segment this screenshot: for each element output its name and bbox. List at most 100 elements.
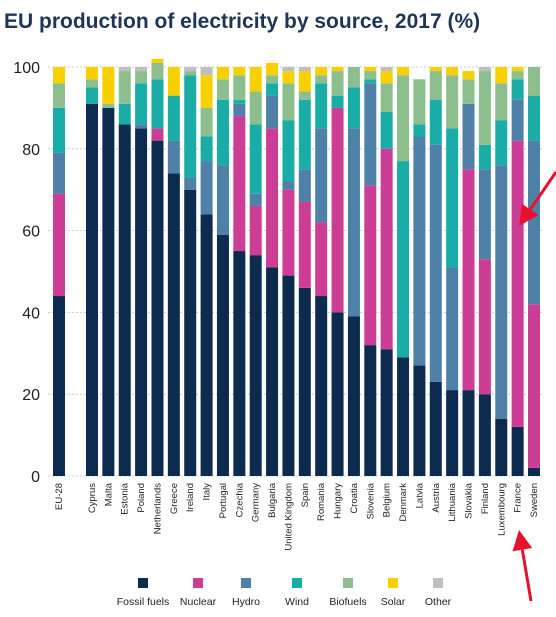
bar-segment-biofuels (347, 67, 360, 88)
bar-segment-solar (233, 67, 246, 76)
bar-segment-fossil-fuels (413, 365, 426, 476)
bar-segment-fossil-fuels (86, 103, 98, 476)
bar-segment-fossil-fuels (364, 345, 377, 476)
x-tick-label: Cyprus (87, 483, 98, 513)
bar-segment-hydro (266, 95, 279, 129)
bar-segment-biofuels (102, 103, 115, 108)
bar-segment-other (478, 67, 491, 72)
bar-segment-biofuels (184, 71, 197, 76)
bar-segment-solar (266, 62, 279, 76)
bar-segment-nuclear (282, 189, 295, 276)
bar-segment-biofuels (151, 62, 164, 80)
bar-segment-biofuels (216, 79, 229, 100)
x-tick-label: Sweden (529, 483, 540, 517)
bar-segment-wind (511, 79, 524, 100)
bar-segment-fossil-fuels (298, 287, 311, 476)
bar-segment-fossil-fuels (528, 467, 540, 476)
bar-segment-wind (331, 95, 344, 108)
bar-segment-biofuels (495, 83, 508, 121)
bar-segment-wind (151, 79, 164, 129)
legend-label: Wind (285, 596, 309, 608)
x-tick-label: Ireland (185, 483, 196, 512)
x-tick-label: Bulgaria (267, 482, 278, 518)
bar-segment-hydro (413, 136, 426, 366)
y-tick-label: 40 (22, 305, 40, 322)
bar-segment-solar (495, 67, 508, 84)
x-tick-label: Estonia (120, 482, 131, 514)
legend: Fossil fuels Nuclear Hydro Wind Biofuels Sola… (117, 578, 452, 608)
bar-segment-wind (135, 83, 148, 125)
bar-segment-biofuels (118, 71, 131, 104)
bar-segment-fossil-fuels (249, 255, 262, 476)
bar-segment-other (135, 67, 148, 72)
bar-segment-hydro (347, 128, 360, 317)
bar-segment-nuclear (315, 222, 328, 297)
bar-segment-fossil-fuels (511, 426, 524, 476)
legend-label: Other (425, 596, 452, 608)
bar-segment-wind (53, 107, 65, 153)
y-tick-label: 0 (31, 469, 40, 486)
bar-segment-wind (495, 120, 508, 166)
stacked-bars (53, 58, 540, 477)
annotation-arrow-upper (519, 171, 556, 226)
bar-segment-hydro (200, 161, 213, 215)
bar-segment-biofuels (380, 83, 393, 112)
bar-segment-solar (380, 71, 393, 84)
bar-segment-wind (413, 124, 426, 137)
bar-segment-solar (200, 75, 213, 108)
bar-segment-solar (298, 71, 311, 92)
bar-segment-nuclear (151, 128, 164, 141)
bar-segment-wind (364, 79, 377, 84)
bar-segment-fossil-fuels (331, 312, 344, 476)
bar-segment-biofuels (200, 107, 213, 137)
bar-segment-fossil-fuels (53, 296, 65, 476)
bar-segment-other (380, 67, 393, 72)
bar-segment-biofuels (249, 91, 262, 125)
x-tick-label: United Kingdom (283, 483, 294, 551)
x-tick-label: Denmark (398, 483, 409, 522)
x-tick-label: Greece (169, 483, 180, 514)
x-tick-label: Slovenia (365, 482, 376, 519)
y-axis-ticks: 0 20 40 60 80 100 (13, 60, 40, 486)
bar-segment-fossil-fuels (118, 124, 131, 476)
legend-swatch (193, 578, 203, 588)
bar-segment-solar (462, 71, 475, 80)
bar-segment-biofuels (135, 71, 148, 84)
x-tick-label: Slovakia (464, 482, 475, 519)
bar-segment-biofuels (528, 67, 540, 96)
legend-label: Nuclear (180, 596, 217, 608)
bar-segment-fossil-fuels (380, 349, 393, 476)
bar-segment-fossil-fuels (184, 189, 197, 476)
x-tick-label: Spain (300, 483, 311, 507)
legend-swatch (241, 578, 251, 588)
bar-segment-other (200, 67, 213, 76)
bar-segment-fossil-fuels (151, 140, 164, 476)
bar-segment-solar (249, 67, 262, 92)
bar-segment-wind (380, 111, 393, 149)
bar-segment-nuclear (478, 259, 491, 395)
bar-segment-fossil-fuels (233, 251, 246, 476)
bar-segment-fossil-fuels (446, 390, 459, 476)
bar-segment-wind (446, 128, 459, 268)
bar-segment-nuclear (511, 140, 524, 427)
bar-segment-hydro (135, 124, 148, 129)
x-tick-label: France (513, 483, 524, 513)
bar-segment-wind (184, 75, 197, 178)
x-tick-label: EU-28 (54, 483, 65, 510)
x-tick-label: Latvia (414, 482, 425, 508)
bar-segment-hydro (216, 165, 229, 235)
bar-segment-solar (397, 67, 410, 76)
bar-segment-other (282, 67, 295, 72)
x-tick-label: Finland (480, 483, 491, 514)
x-tick-label: Romania (316, 482, 327, 521)
bar-segment-biofuels (282, 83, 295, 121)
bar-segment-solar (151, 58, 164, 63)
bar-segment-fossil-fuels (135, 128, 148, 476)
bar-segment-hydro (364, 83, 377, 186)
bar-segment-fossil-fuels (282, 275, 295, 476)
chart-title: EU production of electricity by source, … (4, 10, 480, 33)
bar-segment-biofuels (53, 83, 65, 108)
bar-segment-hydro (462, 103, 475, 170)
bar-segment-wind (167, 95, 180, 141)
